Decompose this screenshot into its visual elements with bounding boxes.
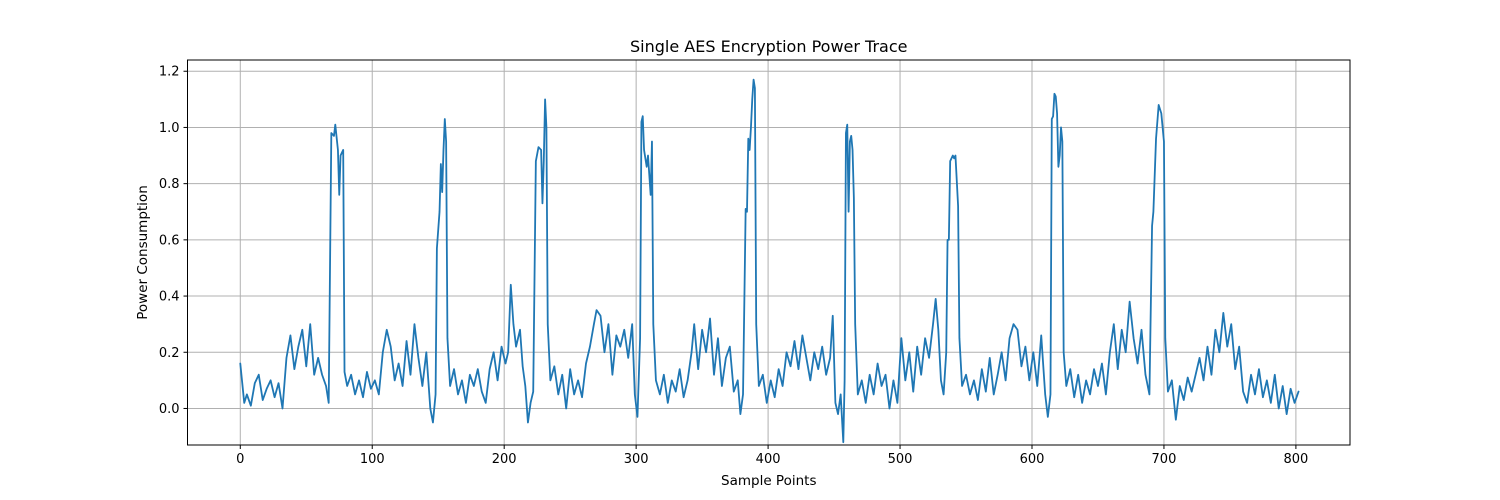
x-tick-label: 200 (492, 452, 517, 467)
grid-lines (187, 60, 1350, 445)
y-tick-label: 0.0 (159, 402, 180, 417)
y-tick-label: 0.6 (159, 233, 180, 248)
x-axis-title: Sample Points (721, 473, 816, 489)
y-tick-label: 0.8 (159, 177, 180, 192)
x-tick-label: 500 (888, 452, 913, 467)
y-axis: 0.0 0.2 0.4 0.6 0.8 1.0 1.2 (159, 65, 188, 417)
x-tick-label: 700 (1152, 452, 1177, 467)
x-tick-label: 300 (624, 452, 649, 467)
x-tick-label: 600 (1020, 452, 1045, 467)
chart-title: Single AES Encryption Power Trace (630, 37, 907, 56)
x-tick-label: 0 (236, 452, 244, 467)
x-tick-label: 400 (756, 452, 781, 467)
y-tick-label: 1.2 (159, 65, 180, 80)
x-tick-label: 100 (360, 452, 385, 467)
x-axis: 0 100 200 300 400 500 600 700 800 (236, 445, 1308, 467)
data-series (239, 78, 1300, 444)
y-axis-title: Power Consumption (135, 185, 151, 320)
y-tick-label: 0.4 (159, 290, 180, 305)
power-trace-line (239, 78, 1300, 444)
y-tick-label: 0.2 (159, 346, 180, 361)
x-tick-label: 800 (1283, 452, 1308, 467)
plot-area-frame (187, 59, 1351, 446)
y-tick-label: 1.0 (159, 121, 180, 136)
